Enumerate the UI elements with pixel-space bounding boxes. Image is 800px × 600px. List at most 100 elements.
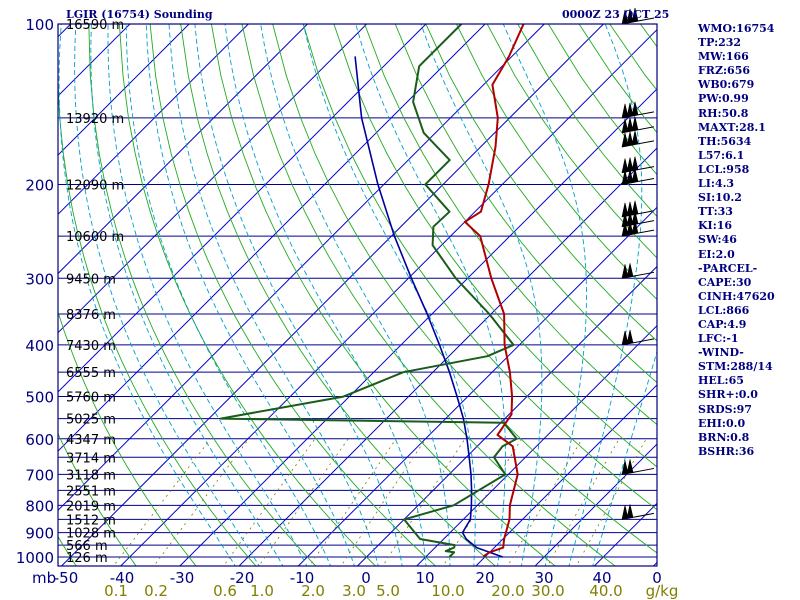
wind-barb — [621, 459, 655, 475]
dry-adiabat-line — [241, 24, 616, 566]
height-label: 5760 m — [66, 391, 116, 406]
index-row: SW:46 — [698, 233, 737, 247]
mixing-ratio-line — [442, 438, 522, 566]
temperature-tick-label: 10 — [415, 569, 434, 587]
wind-barb-flag — [631, 168, 639, 183]
isotherm-line — [58, 24, 249, 216]
sounding-profiles — [219, 24, 525, 558]
wind-barb-flag — [621, 170, 629, 185]
temperature-tick-label: -40 — [110, 569, 135, 587]
height-label: 1028 m — [66, 527, 116, 542]
mixing-ratio-line — [113, 438, 211, 566]
dry-adiabat-line — [425, 24, 657, 342]
dry-adiabat-line — [302, 24, 657, 511]
wind-barb — [621, 130, 655, 148]
sounding-time: 0000Z 23 OCT 25 — [562, 8, 670, 21]
pressure-tick-label: 200 — [25, 176, 54, 194]
height-label: 13920 m — [66, 112, 124, 127]
wind-barb-flag — [626, 8, 634, 24]
wind-barb-flag — [631, 130, 639, 146]
mixing-ratio-label: 20.0 — [491, 582, 524, 600]
wind-barb — [621, 263, 655, 279]
wind-barb — [621, 116, 655, 134]
pressure-tick-label: 700 — [25, 466, 54, 484]
wind-barb-flag — [631, 116, 639, 132]
dry-adiabat-line — [58, 24, 257, 566]
wind-barb — [621, 168, 655, 185]
moist-adiabat-line — [194, 24, 403, 566]
plot-frame — [57, 23, 658, 567]
wind-barb-flag — [621, 330, 629, 346]
isotherm-line — [357, 265, 657, 566]
height-label: 8376 m — [66, 308, 116, 323]
mixing-ratio-line — [258, 438, 349, 566]
isotherm-line — [61, 24, 604, 566]
isotherm-line — [58, 24, 368, 334]
mixing-ratio-line — [309, 438, 397, 566]
parcel-trace-line — [354, 56, 503, 558]
plot-border — [57, 23, 658, 567]
mixing-ratio-line — [547, 438, 620, 566]
pressure-tick-label: 1000 — [16, 549, 54, 567]
pressure-tick-label: 600 — [25, 431, 54, 449]
height-label: 16590 m — [66, 18, 124, 33]
height-label: 9450 m — [66, 272, 116, 287]
index-row: TT:33 — [698, 205, 733, 219]
wind-barb-flag — [626, 263, 634, 278]
moist-adiabat-line — [125, 24, 332, 566]
mixing-ratio-label: 0.6 — [213, 582, 237, 600]
index-row: LI:4.3 — [698, 177, 735, 191]
index-row: EI:2.0 — [698, 247, 735, 261]
isotherm-line — [297, 206, 657, 566]
index-row: WB0:679 — [698, 78, 755, 92]
mixing-ratio-label: 30.0 — [531, 582, 564, 600]
index-row: HEL:65 — [698, 374, 744, 388]
index-row: MAXT:28.1 — [698, 120, 766, 134]
wind-barbs — [621, 7, 655, 520]
height-label: 10600 m — [66, 230, 124, 245]
temperature-tick-label: -10 — [290, 569, 315, 587]
index-row: TP:232 — [698, 36, 742, 50]
mixing-ratio-line — [153, 438, 250, 566]
isotherm-line — [475, 384, 657, 566]
moist-adiabat-line — [224, 24, 427, 566]
isotherm-line — [0, 24, 12, 566]
height-label: 1512 m — [66, 513, 116, 528]
pressure-tick-label: 800 — [25, 497, 54, 515]
height-label: 12090 m — [66, 178, 124, 193]
isotherm-line — [58, 24, 308, 275]
wind-barb — [621, 329, 655, 346]
mixing-ratio-label: 5.0 — [376, 582, 400, 600]
index-row: FRZ:656 — [698, 64, 751, 78]
wind-barb — [621, 101, 655, 119]
temperature-tick-label: -50 — [54, 569, 79, 587]
height-label: 5025 m — [66, 413, 116, 428]
wind-barb-flag — [626, 504, 634, 519]
wind-barb-flag — [621, 103, 629, 119]
mixing-ratio-label: 3.0 — [342, 582, 366, 600]
mixing-ratio-line — [575, 438, 647, 566]
wind-barb-flag — [621, 264, 629, 279]
temperature-tick-label: 40 — [592, 569, 611, 587]
dry-adiabat-line — [272, 24, 657, 554]
dry-adiabat-line — [149, 24, 437, 566]
isotherm-line — [58, 24, 427, 393]
index-row: CAP:4.9 — [698, 317, 747, 331]
dry-adiabat-line — [180, 24, 497, 566]
chart-grid — [0, 24, 657, 566]
wind-barb — [621, 200, 655, 218]
moist-adiabat-line — [420, 24, 543, 566]
wind-barb-flag — [626, 117, 634, 133]
index-row: WMO:16754 — [698, 22, 775, 35]
isotherm-line — [179, 88, 657, 566]
isotherm-line — [58, 24, 545, 512]
dry-adiabat-line — [456, 24, 657, 300]
temperature-tick-label: -30 — [170, 569, 195, 587]
index-row: SI:10.2 — [698, 191, 742, 205]
wind-barb-flag — [631, 7, 639, 23]
dewpoint-profile-line — [219, 24, 518, 558]
mixing-ratio-label: 0.1 — [104, 582, 128, 600]
height-label: 3118 m — [66, 468, 116, 483]
